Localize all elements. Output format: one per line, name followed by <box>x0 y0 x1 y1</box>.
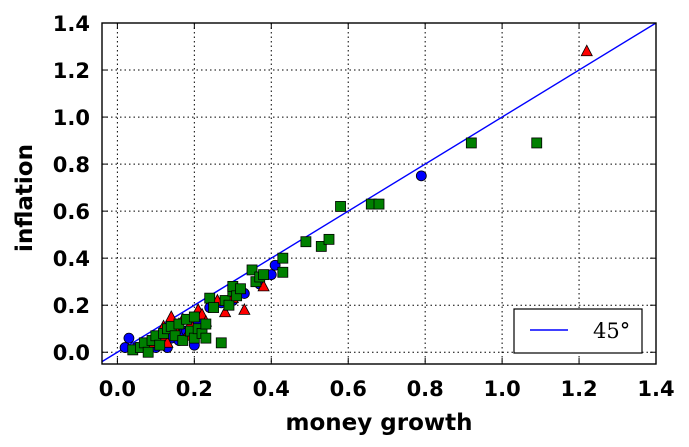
data-point-square <box>300 236 312 248</box>
y-tick-label: 1.0 <box>53 106 90 130</box>
data-point-square <box>373 198 385 210</box>
y-tick-label: 0.0 <box>53 341 90 365</box>
x-tick-label: 1.4 <box>637 377 674 401</box>
data-point-square <box>315 241 327 252</box>
legend: 45° <box>513 308 643 354</box>
data-point-square <box>188 311 200 323</box>
x-tick-label: 0.6 <box>330 377 367 401</box>
y-axis-ticks: 0.0 0.2 0.4 0.6 0.8 1.0 1.2 1.4 <box>53 12 656 365</box>
data-point-square <box>465 137 477 149</box>
data-point-circle <box>123 332 135 344</box>
x-tick-label: 0.4 <box>253 377 290 401</box>
x-tick-label: 0.0 <box>99 377 136 401</box>
x-tick-label: 1.0 <box>484 377 521 401</box>
grid-lines <box>102 23 656 364</box>
data-point-square <box>277 252 289 264</box>
data-point-square <box>235 283 246 295</box>
data-point-square <box>335 201 346 212</box>
reference-line-45deg <box>101 22 657 363</box>
x-tick-label: 0.2 <box>176 377 213 401</box>
data-point-triangle <box>580 44 593 57</box>
y-tick-label: 1.4 <box>53 12 90 36</box>
x-axis-label: money growth <box>286 410 473 436</box>
y-axis-label: inflation <box>12 144 38 252</box>
y-tick-label: 0.6 <box>53 200 90 224</box>
x-tick-label: 1.2 <box>560 377 597 401</box>
data-point-square <box>200 318 212 330</box>
data-point-square <box>208 302 219 313</box>
y-tick-label: 0.4 <box>53 247 90 271</box>
plot-frame <box>101 22 657 365</box>
legend-box <box>513 308 643 354</box>
data-point-triangle <box>238 303 251 315</box>
data-point-triangle <box>218 305 232 318</box>
x-axis-ticks: 0.0 0.2 0.4 0.6 0.8 1.0 1.2 1.4 <box>99 23 675 401</box>
data-point-square <box>177 335 189 346</box>
data-point-square <box>204 292 216 304</box>
data-point-square <box>142 346 154 358</box>
data-point-square <box>154 339 166 351</box>
y-tick-label: 0.8 <box>53 153 90 177</box>
y-tick-label: 1.2 <box>53 59 90 83</box>
data-point-circle <box>415 170 427 182</box>
x-tick-label: 0.8 <box>407 377 444 401</box>
data-point-square <box>215 337 227 349</box>
data-point-square <box>223 299 235 311</box>
data-point-square <box>277 266 289 278</box>
data-point-square <box>323 233 335 245</box>
data-point-square <box>531 137 543 149</box>
data-point-square <box>200 332 212 344</box>
data-points <box>119 44 593 358</box>
y-tick-label: 0.2 <box>53 294 90 318</box>
data-point-square <box>258 269 269 281</box>
data-point-square <box>246 264 258 276</box>
legend-label: 45° <box>593 319 630 343</box>
